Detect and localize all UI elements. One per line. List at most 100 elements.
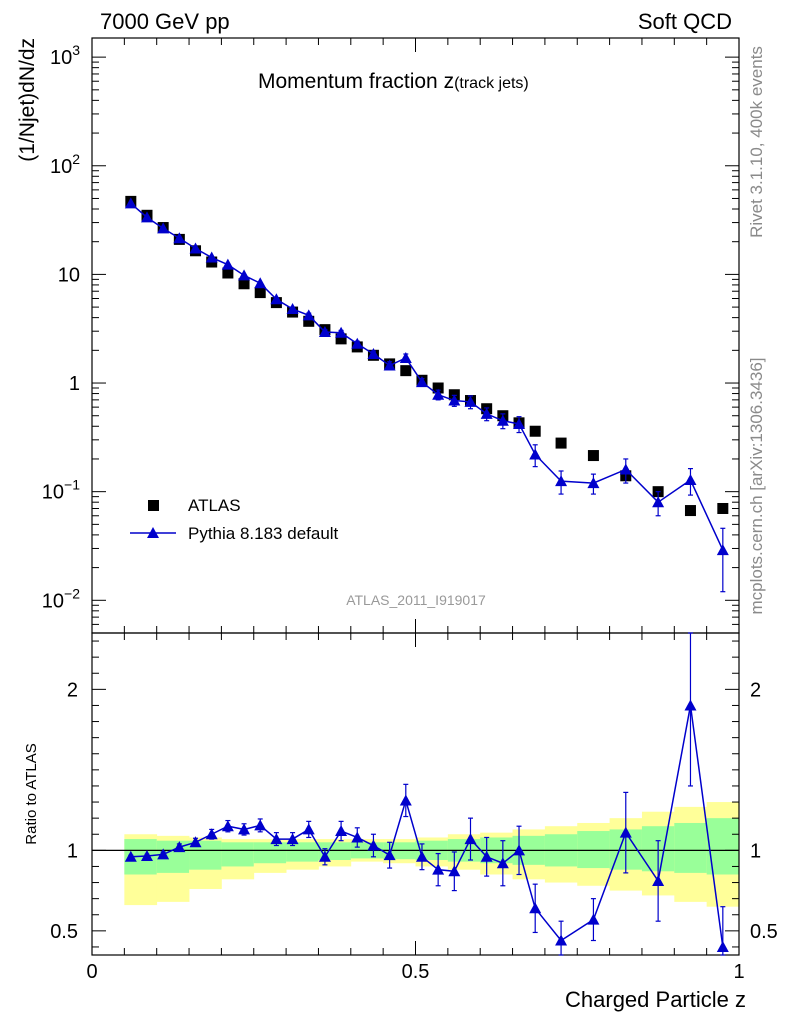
- x-axis-label: Charged Particle z: [565, 987, 746, 1012]
- atlas-point: [303, 315, 315, 327]
- pythia-point: [351, 337, 364, 349]
- pythia-point: [302, 309, 315, 321]
- pythia-point: [496, 414, 509, 426]
- pythia-point: [189, 242, 202, 254]
- plot-title-sub: (track jets): [454, 75, 529, 92]
- pythia-point: [415, 376, 428, 388]
- atlas-point: [335, 333, 347, 345]
- ratio-point: [270, 833, 283, 845]
- header-energy-label: 7000 GeV pp: [100, 9, 230, 34]
- pythia-point: [716, 544, 729, 556]
- legend-pythia-marker: [147, 527, 159, 538]
- ratio-point: [367, 839, 380, 851]
- pythia-point: [221, 258, 234, 270]
- ratio-point: [189, 836, 202, 848]
- ratio-point: [399, 794, 412, 806]
- pythia-point: [480, 407, 493, 419]
- pythia-point: [555, 475, 568, 487]
- plot-title: Momentum fraction z(track jets): [258, 70, 529, 93]
- ratio-point: [716, 940, 729, 952]
- x-tick-label: 0: [86, 961, 97, 983]
- ratio-y-axis-label: Ratio to ATLAS: [23, 743, 40, 844]
- ratio-line: [130, 705, 724, 948]
- y-tick-label: 10−1: [42, 477, 80, 504]
- ratio-y-ticks: 0.5 0.5 1 1 2 2: [50, 640, 778, 948]
- ratio-point: [173, 841, 186, 853]
- atlas-point: [254, 287, 266, 299]
- pythia-point: [238, 269, 251, 281]
- ratio-point: [383, 849, 396, 861]
- uncertainty-band-inner: [253, 842, 287, 864]
- mcplots-label: mcplots.cern.ch [arXiv:1306.3436]: [747, 357, 766, 614]
- pythia-point: [270, 293, 283, 305]
- y-tick-label: 103: [50, 42, 80, 69]
- y-tick-label: 10−2: [42, 585, 80, 612]
- pythia-point: [140, 211, 153, 223]
- ratio-point: [318, 850, 331, 862]
- ratio-point: [464, 833, 477, 845]
- atlas-points: [125, 195, 729, 517]
- ratio-panel: 0.5 0.51 12 2 0 0.5 1 Ratio to ATLAS Charged …: [23, 38, 778, 1012]
- pythia-point: [464, 395, 477, 407]
- legend: ATLAS Pythia 8.183 default: [130, 496, 339, 543]
- ratio-y-tick-label-right: 2: [750, 679, 761, 701]
- ratio-point: [619, 826, 632, 838]
- pythia-points: [124, 197, 729, 593]
- ratio-y-tick-label: 1: [67, 840, 78, 862]
- main-y-axis-label: (1/Njet)dN/dz: [16, 38, 39, 162]
- ratio-uncertainty-bands: [124, 802, 740, 907]
- ratio-point: [529, 902, 542, 914]
- ratio-point: [480, 850, 493, 862]
- atlas-point: [238, 278, 250, 290]
- pythia-point: [448, 394, 461, 406]
- pythia-point: [335, 326, 348, 338]
- ratio-point: [140, 849, 153, 861]
- uncertainty-band-inner: [221, 842, 255, 867]
- legend-atlas-marker: [148, 500, 159, 511]
- x-tick-label: 1: [733, 961, 744, 983]
- pythia-point: [619, 463, 632, 475]
- ratio-point: [587, 913, 600, 925]
- pythia-point: [652, 496, 665, 508]
- x-tick-label: 0.5: [402, 961, 430, 983]
- ratio-point: [124, 850, 137, 862]
- pythia-point: [157, 222, 170, 234]
- pythia-point: [286, 303, 299, 315]
- ratio-point: [415, 850, 428, 862]
- ratio-point: [302, 823, 315, 835]
- x-axis-ticks: 0 0.5 1: [86, 38, 745, 983]
- ratio-points: [124, 632, 729, 956]
- ratio-point: [684, 699, 697, 711]
- ratio-point: [448, 865, 461, 877]
- rivet-version-label: Rivet 3.1.10, 400k events: [747, 46, 766, 238]
- y-tick-label: 10: [58, 264, 80, 286]
- pythia-point: [399, 351, 412, 363]
- y-tick-label: 1: [69, 373, 80, 395]
- ratio-point: [351, 831, 364, 843]
- y-tick-label: 102: [50, 151, 80, 178]
- main-panel-frame: [91, 37, 740, 634]
- ratio-point: [335, 825, 348, 837]
- legend-atlas-label: ATLAS: [188, 496, 241, 515]
- header-category-label: Soft QCD: [638, 9, 732, 34]
- ratio-point: [432, 863, 445, 875]
- ratio-point: [238, 823, 251, 835]
- pythia-point: [205, 251, 218, 263]
- uncertainty-band-inner: [674, 822, 708, 873]
- ratio-point: [555, 934, 568, 946]
- pythia-point: [432, 388, 445, 400]
- pythia-point: [367, 348, 380, 360]
- pythia-point: [173, 232, 186, 244]
- ratio-point: [496, 857, 509, 869]
- ratio-point: [205, 828, 218, 840]
- uncertainty-band-inner: [577, 831, 610, 869]
- analysis-label: ATLAS_2011_I919017: [346, 592, 486, 608]
- ratio-point: [286, 833, 299, 845]
- ratio-y-tick-label: 2: [67, 679, 78, 701]
- ratio-point: [221, 820, 234, 832]
- ratio-y-tick-label-right: 1: [750, 840, 761, 862]
- ratio-point: [254, 819, 267, 831]
- atlas-point: [555, 437, 567, 449]
